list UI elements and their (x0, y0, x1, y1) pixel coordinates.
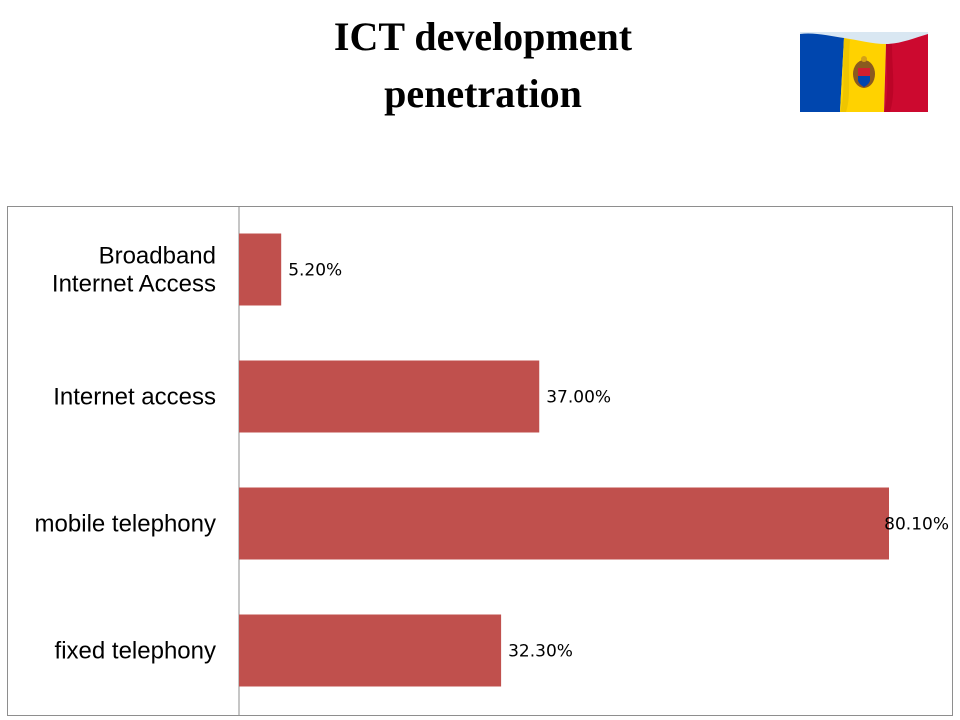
category-label-2: mobile telephony (35, 511, 216, 538)
category-label-0-line-0: Broadband (99, 243, 216, 270)
bar-2 (239, 487, 889, 560)
title-line-2: penetration (384, 71, 582, 116)
category-label-1-line-0: Internet access (53, 384, 216, 411)
value-label-2: 80.10% (884, 515, 949, 535)
bar-0 (239, 233, 282, 306)
value-label-1: 37.00% (546, 388, 611, 408)
title-line-1: ICT development (333, 14, 633, 59)
coat-of-arms-icon (853, 56, 875, 88)
flag-red-stripe (884, 34, 928, 112)
page-title: ICT development penetration (200, 8, 766, 122)
data-labels: 5.20% 37.00% 80.10% 32.30% (288, 261, 949, 662)
category-label-3-line-0: fixed telephony (55, 638, 216, 665)
category-label-1: Internet access (53, 384, 216, 411)
category-label-2-line-0: mobile telephony (35, 511, 216, 538)
flag-blue-stripe (800, 33, 844, 112)
moldova-flag-icon (800, 32, 928, 112)
bar-1 (239, 360, 540, 433)
category-label-0: Broadband Internet Access (52, 243, 216, 298)
category-axis-labels: Broadband Internet Access Internet access m… (35, 243, 216, 665)
category-label-0-line-1: Internet Access (52, 271, 216, 298)
category-label-3: fixed telephony (55, 638, 216, 665)
value-label-0: 5.20% (288, 261, 342, 281)
bar-series (239, 233, 889, 687)
chart-area: Broadband Internet Access Internet access m… (7, 206, 953, 716)
bar-3 (239, 614, 502, 687)
bar-chart: Broadband Internet Access Internet access m… (35, 207, 949, 715)
value-label-3: 32.30% (508, 642, 573, 662)
